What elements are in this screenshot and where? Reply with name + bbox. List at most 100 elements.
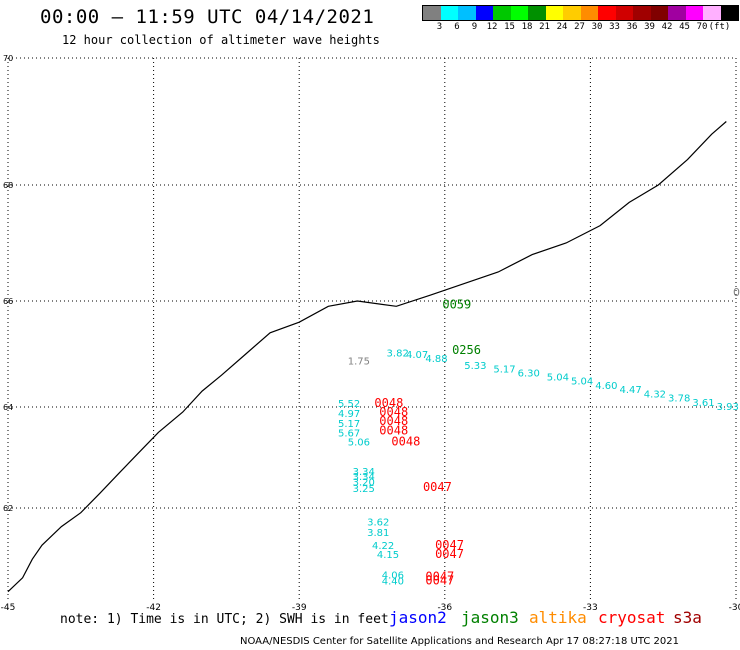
edge-value-label: 0 xyxy=(733,286,740,299)
color-swatch xyxy=(580,6,598,20)
color-scale-bar xyxy=(422,5,739,21)
wave-height-value: 3.81 xyxy=(367,528,389,539)
pass-time-labels: 0059025600480048004800480048004700470047… xyxy=(374,297,481,587)
page-subtitle: 12 hour collection of altimeter wave hei… xyxy=(62,33,380,47)
color-swatch xyxy=(493,6,511,20)
color-swatch xyxy=(720,6,738,20)
wave-height-value: 5.04 xyxy=(547,373,569,384)
color-swatch xyxy=(703,6,721,20)
pass-time-label: 0047 xyxy=(435,547,464,561)
color-scale-label: 12 xyxy=(486,22,498,32)
wave-height-value: 4.47 xyxy=(620,385,642,396)
wave-height-value: 4.07 xyxy=(406,350,428,361)
color-scale-label: 36 xyxy=(626,22,638,32)
color-scale-label: 3 xyxy=(436,22,443,32)
wave-height-value: 4.60 xyxy=(595,381,617,392)
lon-tick-label: -45 xyxy=(1,603,16,613)
wave-height-value: 6.30 xyxy=(518,368,540,379)
lat-tick-label: 64 xyxy=(3,403,13,412)
color-scale-label: (ft) xyxy=(708,22,731,32)
color-scale-label: 15 xyxy=(504,22,515,32)
legend-altika: altika xyxy=(529,608,587,627)
color-swatch xyxy=(685,6,703,20)
legend-jason2: jason2 xyxy=(389,608,447,627)
wave-height-value: 5.33 xyxy=(464,361,486,372)
pass-time-label: 0047 xyxy=(425,573,454,587)
greenland-coastline xyxy=(7,121,727,593)
color-scale-labels: 3 6 9 12 15 18 21 24 27 30 33 36 39 42 45 70 (ft) xyxy=(422,22,740,34)
wave-height-value: 5.17 xyxy=(338,419,360,430)
pass-time-label: 0059 xyxy=(442,297,471,311)
wave-height-value: 5.17 xyxy=(493,365,515,376)
wave-height-value: 3.93 xyxy=(717,402,739,413)
color-scale-label: 33 xyxy=(609,22,620,32)
wave-height-value: 3.82 xyxy=(387,349,409,360)
wave-height-value: 4.88 xyxy=(425,354,447,365)
wave-height-observations: 1.753.824.074.885.33 5.17 6.30 5.04 5.04 4.60… xyxy=(338,349,739,588)
wave-height-value: 3.20 xyxy=(353,477,375,488)
lon-tick-label: -42 xyxy=(146,603,161,613)
wave-height-value: 5.04 xyxy=(571,377,593,388)
lat-tick-label: 70 xyxy=(3,54,13,63)
wave-height-value: 4.15 xyxy=(377,550,399,561)
legend-s3a: s3a xyxy=(673,608,702,627)
color-scale-label: 42 xyxy=(661,22,673,32)
pass-time-label: 0048 xyxy=(379,423,408,437)
legend-jason3: jason3 xyxy=(461,608,519,627)
color-scale-label: 70 xyxy=(696,22,708,32)
lat-tick-label: 66 xyxy=(3,297,13,306)
wave-height-value: 5.52 xyxy=(338,399,360,410)
wave-height-value: 5.67 xyxy=(338,428,360,439)
wave-height-value: 3.34 xyxy=(353,472,375,483)
color-scale-label: 30 xyxy=(591,22,603,32)
lon-tick-label: -36 xyxy=(437,603,452,613)
pass-time-label: 0048 xyxy=(391,434,420,448)
pass-time-label: 0048 xyxy=(379,414,408,428)
wave-height-value: 5.06 xyxy=(348,437,370,448)
color-swatch xyxy=(545,6,563,20)
wave-height-value: 3.61 xyxy=(692,398,714,409)
axis-tick-labels: -45 -42 -39 -36 -33 -30 62 64 66 68 70 xyxy=(1,54,740,613)
wave-height-value: 4.32 xyxy=(644,389,666,400)
color-swatch xyxy=(563,6,581,20)
color-swatch xyxy=(458,6,476,20)
color-scale-label: 9 xyxy=(471,22,478,32)
wave-height-value: 4.06 xyxy=(382,571,404,582)
color-swatch xyxy=(650,6,668,20)
color-swatch xyxy=(440,6,458,20)
color-swatch xyxy=(615,6,633,20)
lon-tick-label: -39 xyxy=(292,603,307,613)
color-scale-label: 6 xyxy=(454,22,460,32)
color-scale-label: 18 xyxy=(521,22,533,32)
color-swatch xyxy=(598,6,616,20)
color-swatch xyxy=(423,6,441,20)
wave-height-value: 3.78 xyxy=(668,394,690,405)
page-title: 00:00 – 11:59 UTC 04/14/2021 xyxy=(40,6,375,28)
color-scale-label: 45 xyxy=(679,22,690,32)
lon-tick-label: -33 xyxy=(583,603,598,613)
color-swatch xyxy=(668,6,686,20)
map-grid xyxy=(7,57,737,601)
pass-time-label: 0048 xyxy=(379,405,408,419)
pass-time-label: 0048 xyxy=(374,396,403,410)
lon-tick-label: -30 xyxy=(729,603,740,613)
pass-time-label: 0047 xyxy=(425,570,454,584)
color-swatch xyxy=(633,6,651,20)
color-scale-label: 39 xyxy=(644,22,655,32)
color-scale-label: 21 xyxy=(539,22,550,32)
lat-tick-label: 62 xyxy=(3,504,13,513)
wave-height-value: 3.25 xyxy=(353,484,375,495)
units-note: note: 1) Time is in UTC; 2) SWH is in fe… xyxy=(60,612,389,627)
wave-height-value: 4.22 xyxy=(372,541,394,552)
pass-time-label: 0256 xyxy=(452,343,481,357)
legend-cryosat: cryosat xyxy=(598,608,666,627)
color-scale-label: 24 xyxy=(556,22,568,32)
pass-time-label: 0047 xyxy=(435,538,464,552)
color-swatch xyxy=(475,6,493,20)
color-swatch xyxy=(528,6,546,20)
footer-credit: NOAA/NESDIS Center for Satellite Applica… xyxy=(240,636,679,647)
color-swatch xyxy=(510,6,528,20)
wave-height-value: 3.34 xyxy=(353,467,375,478)
wave-height-value: 4.40 xyxy=(382,576,404,587)
